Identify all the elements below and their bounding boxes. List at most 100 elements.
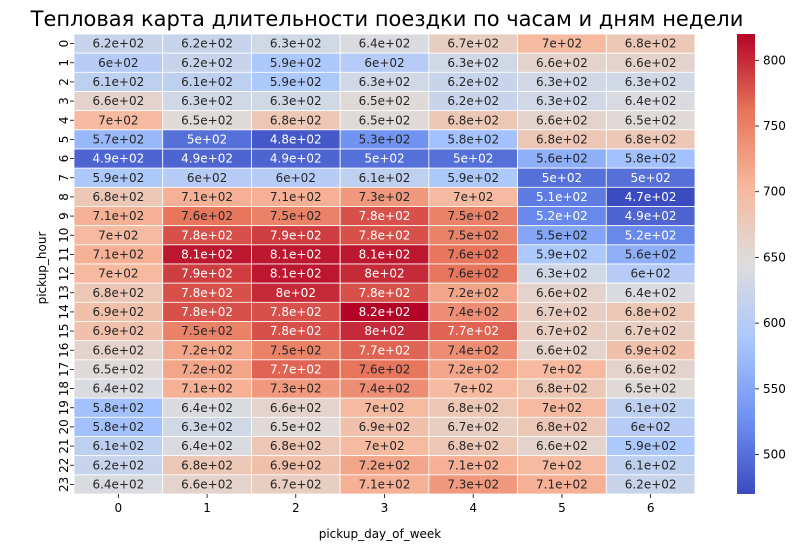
heatmap-cell-label: 6.4e+02 — [181, 401, 233, 415]
heatmap-cell-label: 7.3e+02 — [359, 190, 411, 204]
heatmap-cell-label: 5.1e+02 — [536, 190, 588, 204]
heatmap-cell-label: 5.9e+02 — [270, 56, 322, 70]
heatmap-cell-label: 6.3e+02 — [270, 94, 322, 108]
heatmap-cell-label: 4.9e+02 — [270, 152, 322, 166]
heatmap-cell-label: 6.7e+02 — [625, 324, 677, 338]
heatmap-cell-label: 6e+02 — [276, 171, 316, 185]
x-axis-label: pickup_day_of_week — [319, 527, 442, 541]
heatmap-cell-label: 6.3e+02 — [181, 94, 233, 108]
heatmap-cell-label: 6.4e+02 — [625, 286, 677, 300]
colorbar-ticks: 500 550 600 650 700 750 800 — [755, 53, 786, 462]
heatmap-cell-label: 5.2e+02 — [625, 228, 677, 242]
heatmap-cell-label: 6.4e+02 — [92, 477, 144, 491]
heatmap-cell-label: 5.8e+02 — [92, 420, 144, 434]
heatmap-cell-label: 6e+02 — [98, 56, 138, 70]
heatmap-cell-label: 7.7e+02 — [447, 324, 499, 338]
heatmap-cell-label: 5.6e+02 — [625, 247, 677, 261]
colorbar — [737, 34, 755, 494]
heatmap-cell-label: 7.5e+02 — [447, 228, 499, 242]
colorbar-tick-label: 750 — [763, 119, 786, 133]
x-tick-label: 3 — [381, 501, 389, 515]
heatmap-cell-label: 6.8e+02 — [270, 113, 322, 127]
heatmap-cell-label: 6.2e+02 — [447, 94, 499, 108]
y-tick-label: 3 — [57, 97, 71, 105]
heatmap-cell-label: 4.8e+02 — [270, 132, 322, 146]
x-tick-label: 4 — [469, 501, 477, 515]
heatmap-cell-label: 6.3e+02 — [270, 37, 322, 51]
heatmap-cell-label: 5.9e+02 — [447, 171, 499, 185]
heatmap-cell-label: 7.3e+02 — [270, 382, 322, 396]
heatmap-cell-labels: 6.2e+02 6.2e+02 6.3e+02 6.4e+02 6.7e+02 7e+02… — [92, 37, 676, 492]
heatmap-cell-label: 6.3e+02 — [536, 75, 588, 89]
heatmap-cell-label: 8.1e+02 — [181, 247, 233, 261]
heatmap-cell-label: 5.3e+02 — [359, 132, 411, 146]
heatmap-cell-label: 6.2e+02 — [92, 37, 144, 51]
heatmap-cell-label: 6.5e+02 — [625, 113, 677, 127]
heatmap-cell-label: 7.2e+02 — [181, 362, 233, 376]
heatmap-cell-label: 6.6e+02 — [92, 94, 144, 108]
heatmap-cell-label: 8.1e+02 — [270, 267, 322, 281]
heatmap-cell-label: 6.9e+02 — [625, 343, 677, 357]
heatmap-cell-label: 6.3e+02 — [625, 75, 677, 89]
heatmap-cell-label: 7e+02 — [98, 267, 138, 281]
heatmap-cell-label: 5.8e+02 — [447, 132, 499, 146]
heatmap-cell-label: 5.6e+02 — [536, 152, 588, 166]
heatmap-cell-label: 6.2e+02 — [625, 477, 677, 491]
heatmap-cell-label: 7e+02 — [98, 228, 138, 242]
heatmap-cell-label: 6.7e+02 — [447, 420, 499, 434]
heatmap-cell-label: 6.7e+02 — [270, 477, 322, 491]
heatmap-cell-label: 7.8e+02 — [359, 286, 411, 300]
heatmap-cell-label: 7.4e+02 — [447, 343, 499, 357]
heatmap-cell-label: 6.6e+02 — [536, 439, 588, 453]
heatmap-cell-label: 5e+02 — [187, 132, 227, 146]
heatmap-cell-label: 8e+02 — [276, 286, 316, 300]
heatmap-cell-label: 4.9e+02 — [181, 152, 233, 166]
heatmap-cell-label: 7.7e+02 — [359, 343, 411, 357]
colorbar-tick-label: 650 — [763, 250, 786, 264]
heatmap-cell-label: 6.8e+02 — [536, 420, 588, 434]
colorbar-tick-label: 600 — [763, 316, 786, 330]
heatmap-cell-label: 6.6e+02 — [270, 401, 322, 415]
heatmap-cell-label: 7.1e+02 — [270, 190, 322, 204]
heatmap-cell-label: 7.2e+02 — [359, 458, 411, 472]
heatmap-cell-label: 5.9e+02 — [625, 439, 677, 453]
heatmap-cell-label: 6.5e+02 — [270, 420, 322, 434]
heatmap-cell-label: 6.7e+02 — [536, 324, 588, 338]
y-tick-label: 2 — [57, 78, 71, 86]
heatmap-cell-label: 4.7e+02 — [625, 190, 677, 204]
heatmap-cell-label: 7e+02 — [364, 439, 404, 453]
heatmap-cell-label: 8.1e+02 — [270, 247, 322, 261]
heatmap-cell-label: 7e+02 — [542, 401, 582, 415]
heatmap-cell-label: 6.4e+02 — [92, 382, 144, 396]
y-tick-label: 9 — [57, 212, 71, 220]
heatmap-cell-label: 7e+02 — [98, 113, 138, 127]
y-tick-label: 14 — [57, 304, 71, 319]
heatmap-cell-label: 5.8e+02 — [92, 401, 144, 415]
y-tick-label: 20 — [57, 419, 71, 434]
heatmap-cell-label: 5.9e+02 — [270, 75, 322, 89]
heatmap-cell-label: 5.5e+02 — [536, 228, 588, 242]
heatmap-cell-label: 4.9e+02 — [625, 209, 677, 223]
colorbar-tick-label: 800 — [763, 53, 786, 67]
x-tick-label: 1 — [203, 501, 211, 515]
y-tick-label: 18 — [57, 381, 71, 396]
heatmap-cell-label: 7.8e+02 — [359, 209, 411, 223]
heatmap-cell-label: 6.8e+02 — [625, 37, 677, 51]
y-tick-label: 12 — [57, 266, 71, 281]
heatmap-cell-label: 6.7e+02 — [536, 305, 588, 319]
heatmap-cell-label: 7.6e+02 — [447, 247, 499, 261]
x-tick-label: 2 — [292, 501, 300, 515]
y-tick-label: 7 — [57, 174, 71, 182]
heatmap-cell-label: 7.3e+02 — [447, 477, 499, 491]
heatmap-cell-label: 5.2e+02 — [536, 209, 588, 223]
heatmap-cell-label: 6.1e+02 — [625, 401, 677, 415]
heatmap-cell-label: 7.2e+02 — [447, 362, 499, 376]
heatmap-cell-label: 7e+02 — [542, 362, 582, 376]
heatmap-cell-label: 8.1e+02 — [359, 247, 411, 261]
x-tick-label: 6 — [647, 501, 655, 515]
heatmap-cell-label: 6.8e+02 — [92, 286, 144, 300]
heatmap-cell-label: 6e+02 — [630, 420, 670, 434]
heatmap-cell-label: 6e+02 — [630, 267, 670, 281]
heatmap-cell-label: 6.5e+02 — [181, 113, 233, 127]
